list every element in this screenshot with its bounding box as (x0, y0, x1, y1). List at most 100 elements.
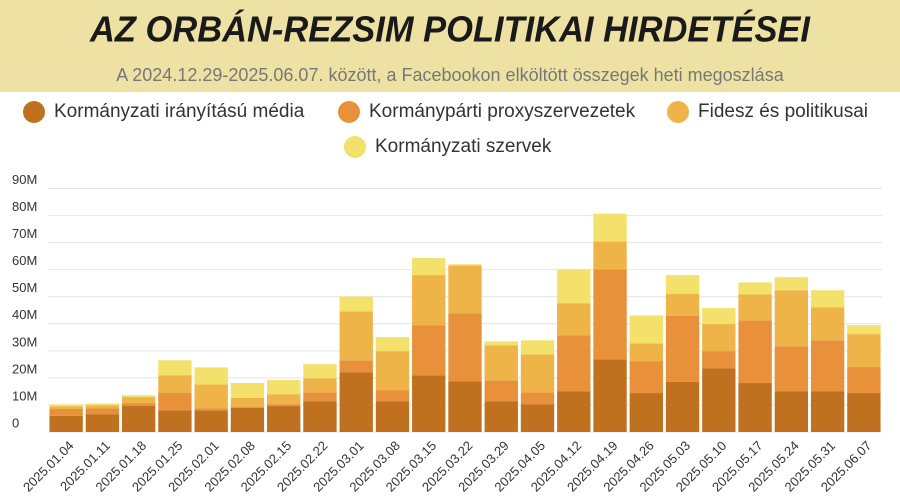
bar-segment (665, 381, 700, 432)
bar-segment (230, 383, 265, 398)
bar-segment (158, 375, 192, 394)
legend-label: Kormányzati szervek (375, 136, 552, 157)
bar-segment (738, 320, 772, 384)
bar-segment (847, 334, 881, 368)
y-tick-label: 60M (12, 253, 37, 268)
bar-segment (85, 414, 120, 432)
bar-segment (267, 394, 301, 405)
bar-segment (267, 380, 301, 395)
y-tick-label: 0 (12, 415, 19, 430)
bar-segment (85, 408, 120, 415)
bar-segment (412, 258, 446, 276)
bar-segment (339, 311, 373, 361)
bar-segment (484, 345, 518, 381)
bar-segment (810, 391, 845, 432)
bar-segment (520, 404, 555, 432)
bar-segment (375, 337, 410, 352)
bar-segment (49, 409, 83, 416)
bar-segment (665, 294, 700, 316)
bar-segment (665, 315, 700, 382)
bar-segment (629, 343, 663, 362)
bar-segment (303, 378, 337, 393)
bar-segment (702, 351, 736, 369)
bar-segment (158, 393, 192, 411)
bar-segment (194, 384, 228, 409)
y-tick-label: 70M (12, 226, 37, 241)
bar-segment (448, 381, 482, 432)
y-tick-label: 10M (12, 388, 37, 403)
bar-segment (484, 380, 518, 402)
bar-segment (593, 241, 627, 270)
legend-marker (667, 101, 689, 123)
bar-segment (121, 406, 156, 432)
y-tick-label: 40M (12, 307, 37, 322)
bar-segment (85, 403, 120, 406)
y-tick-label: 80M (12, 199, 37, 214)
bar-segment (810, 307, 845, 341)
bar-segment (158, 410, 192, 432)
bar-segment (847, 367, 881, 394)
bar-segment (520, 392, 555, 405)
bar-segment (774, 277, 809, 291)
legend-marker (23, 101, 45, 123)
bar-segment (484, 341, 518, 346)
bar-segment (230, 397, 265, 407)
y-tick-label: 30M (12, 334, 37, 349)
bar-segment (448, 264, 482, 266)
bar-segment (810, 290, 845, 308)
bar-segment (557, 391, 591, 432)
legend-marker (344, 136, 366, 158)
bar-segment (375, 351, 410, 391)
bar-segment (593, 269, 627, 360)
bar-segment (702, 324, 736, 352)
bar-segment (774, 346, 809, 392)
bar-segment (629, 315, 663, 344)
bar-segment (557, 269, 591, 304)
bar-segment (339, 360, 373, 373)
legend-label: Kormányzati irányítású média (54, 101, 305, 122)
bar-segment (412, 375, 446, 432)
chart-title: AZ ORBÁN-REZSIM POLITIKAI HIRDETÉSEI (89, 9, 811, 50)
y-tick-label: 90M (12, 172, 37, 187)
bar-segment (339, 372, 373, 432)
bar-segment (194, 367, 228, 385)
bar-segment (520, 340, 555, 355)
bar-segment (520, 354, 555, 393)
y-tick-label: 20M (12, 361, 37, 376)
bar-segment (702, 368, 736, 432)
title-banner (0, 0, 900, 92)
bar-segment (557, 303, 591, 336)
bar-segment (267, 406, 301, 432)
bar-segment (412, 275, 446, 326)
legend-label: Kormánypárti proxyszervezetek (369, 101, 636, 122)
bar-segment (85, 405, 120, 409)
bar-segment (738, 383, 772, 432)
bar-segment (557, 335, 591, 392)
bar-segment (121, 403, 156, 407)
bar-segment (339, 296, 373, 312)
bar-segment (847, 393, 881, 432)
chart-subtitle: A 2024.12.29-2025.06.07. között, a Faceb… (116, 65, 784, 85)
bar-segment (593, 213, 627, 242)
bar-segment (375, 390, 410, 402)
bar-segment (738, 294, 772, 321)
bar-segment (303, 401, 337, 432)
bar-segment (375, 401, 410, 432)
bar-segment (448, 265, 482, 314)
bar-segment (412, 325, 446, 376)
bar-segment (629, 393, 663, 432)
bar-segment (303, 364, 337, 379)
bar-segment (49, 406, 83, 410)
bar-segment (49, 404, 83, 407)
bar-segment (121, 397, 156, 404)
bar-segment (774, 290, 809, 347)
bar-segment (448, 313, 482, 382)
bar-segment (484, 401, 518, 432)
bar-segment (847, 325, 881, 335)
legend-label: Fidesz és politikusai (698, 101, 868, 122)
bar-segment (267, 404, 301, 407)
bar-segment (303, 392, 337, 402)
bar-segment (810, 340, 845, 392)
bar-segment (774, 391, 809, 432)
